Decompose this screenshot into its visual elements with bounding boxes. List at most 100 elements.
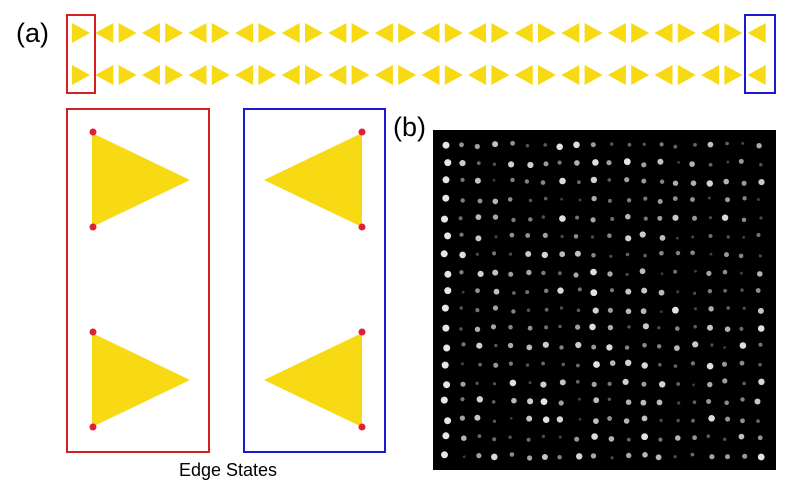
- spot: [738, 433, 745, 440]
- spot: [525, 144, 530, 148]
- spot: [577, 287, 582, 292]
- edge-dot: [358, 328, 366, 336]
- spot: [677, 161, 680, 164]
- spot: [508, 361, 513, 366]
- spot: [444, 287, 452, 295]
- spot: [755, 288, 761, 293]
- triangle: [351, 65, 370, 85]
- spot: [623, 418, 630, 424]
- spot: [691, 235, 695, 239]
- spot: [692, 400, 697, 405]
- spot: [739, 360, 745, 366]
- spot: [542, 341, 549, 348]
- spot: [578, 198, 582, 202]
- edge-dot: [89, 423, 97, 431]
- spot: [722, 269, 728, 275]
- spot: [525, 363, 530, 367]
- spot: [477, 270, 484, 277]
- triangle: [561, 23, 580, 43]
- spot: [625, 213, 631, 220]
- triangle: [264, 333, 362, 427]
- spot: [722, 378, 728, 384]
- spot: [591, 344, 597, 350]
- triangle: [95, 23, 114, 43]
- spot: [690, 361, 696, 366]
- spot: [756, 419, 760, 423]
- spot: [559, 177, 566, 185]
- spot: [673, 364, 678, 368]
- spot: [639, 231, 646, 238]
- spot: [692, 383, 695, 387]
- spot: [540, 381, 547, 388]
- spot: [640, 399, 647, 406]
- edge-dot: [358, 128, 366, 136]
- spot: [739, 342, 747, 349]
- spot: [624, 345, 630, 350]
- spot: [541, 251, 548, 259]
- spot: [657, 158, 664, 165]
- spot: [559, 379, 566, 386]
- spot: [575, 324, 581, 330]
- spot: [642, 343, 647, 348]
- spot: [757, 271, 763, 277]
- spot: [444, 270, 452, 278]
- triangle: [607, 65, 626, 85]
- triangle: [281, 23, 300, 43]
- spot: [528, 217, 533, 222]
- edge-dot: [89, 128, 97, 136]
- spot: [524, 179, 530, 184]
- spot: [726, 235, 730, 239]
- spot: [557, 160, 562, 165]
- spot: [741, 180, 747, 186]
- spot: [741, 141, 745, 145]
- spot: [460, 198, 465, 203]
- spot: [492, 162, 497, 166]
- spot: [559, 251, 566, 258]
- spot: [725, 197, 730, 203]
- triangle: [328, 23, 347, 43]
- spot: [590, 289, 598, 297]
- spot: [641, 415, 648, 422]
- spot: [544, 288, 549, 293]
- spot: [444, 417, 452, 425]
- spot: [660, 272, 664, 276]
- spot: [593, 418, 599, 424]
- triangle: [514, 65, 533, 85]
- spot: [556, 143, 563, 151]
- triangle: [468, 23, 487, 43]
- spot: [725, 454, 730, 460]
- spot: [722, 361, 727, 367]
- spot: [742, 196, 747, 201]
- spot: [527, 455, 533, 461]
- spot: [541, 270, 546, 276]
- triangle: [538, 23, 556, 43]
- spot: [474, 326, 481, 332]
- spot: [659, 250, 664, 256]
- spot: [675, 435, 681, 441]
- spot: [460, 177, 465, 182]
- spot: [509, 416, 513, 420]
- spot: [492, 269, 499, 276]
- triangle: [264, 133, 362, 227]
- triangle: [141, 65, 160, 85]
- spot: [610, 217, 615, 221]
- triangle: [281, 65, 300, 85]
- triangle: [468, 65, 487, 85]
- spot: [444, 159, 452, 167]
- triangle: [491, 65, 510, 85]
- spot: [738, 158, 744, 164]
- spot: [477, 434, 482, 438]
- spot: [492, 437, 497, 442]
- spot: [706, 270, 712, 276]
- spot: [574, 436, 580, 442]
- spot: [494, 235, 498, 239]
- spot: [590, 142, 596, 148]
- spot: [689, 161, 695, 167]
- spot: [706, 362, 714, 370]
- spot: [461, 290, 465, 294]
- spot: [643, 196, 648, 201]
- spot: [492, 419, 497, 423]
- spot: [754, 398, 761, 405]
- spot: [510, 177, 515, 183]
